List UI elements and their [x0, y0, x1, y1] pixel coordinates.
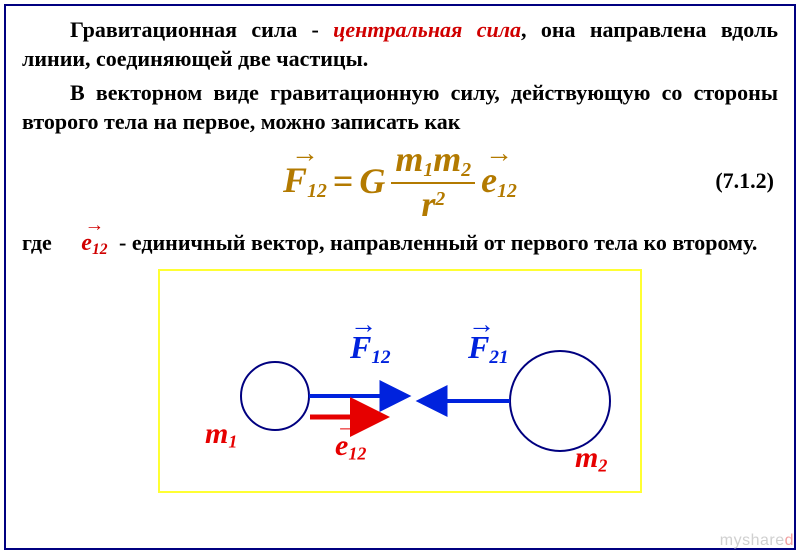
equation-row: F12 = G m1m2 r2 e12 (7.1.2) — [22, 146, 778, 216]
sub-12: 12 — [497, 180, 517, 202]
equation-number: (7.1.2) — [715, 168, 774, 194]
text: - единичный вектор, направленный от перв… — [119, 230, 757, 255]
sym: F — [468, 329, 489, 365]
sub-12: 12 — [307, 180, 327, 202]
vector-e12-inline: e12 — [81, 228, 107, 260]
diagram-svg — [160, 271, 640, 491]
sym: m — [205, 417, 228, 450]
sym: m — [575, 441, 598, 474]
equals-sign: = — [333, 160, 354, 202]
sym-r: r — [421, 184, 435, 224]
sub: 2 — [461, 158, 471, 180]
mass-1-circle — [241, 362, 309, 430]
text: Гравитационная сила - — [70, 17, 333, 42]
sub: 1 — [423, 158, 433, 180]
watermark: myshared — [720, 532, 794, 550]
text-where: где — [22, 230, 52, 255]
sub: 2 — [598, 455, 607, 475]
sym-e: e — [481, 160, 497, 200]
paragraph-2: В векторном виде гравитационную силу, де… — [22, 79, 778, 136]
numerator: m1m2 — [391, 141, 475, 185]
sub: 12 — [348, 443, 366, 463]
label-e12: e12 — [335, 429, 366, 465]
watermark-accent: d — [785, 532, 794, 549]
vector-F12: F12 — [283, 159, 327, 203]
sym-m: m — [433, 139, 461, 179]
formula: F12 = G m1m2 r2 e12 — [283, 141, 517, 223]
sym-m: m — [395, 139, 423, 179]
paragraph-1: Гравитационная сила - центральная сила, … — [22, 16, 778, 73]
sym: F — [350, 329, 371, 365]
paragraph-where: где e12 - единичный вектор, направленный… — [22, 228, 778, 260]
sym-G: G — [359, 160, 385, 202]
denominator: r2 — [421, 184, 445, 222]
sub: 1 — [228, 431, 237, 451]
watermark-text: myshare — [720, 532, 785, 549]
mass-2-circle — [510, 351, 610, 451]
highlight-term: центральная сила — [333, 17, 521, 42]
diagram: F12 F21 e12 m1 m2 — [158, 269, 642, 493]
sym-e: e — [81, 230, 92, 256]
sym-F: F — [283, 160, 307, 200]
label-F12: F12 — [350, 329, 391, 369]
sub: 12 — [371, 346, 390, 367]
sym: e — [335, 429, 348, 462]
fraction: m1m2 r2 — [391, 141, 475, 223]
vector-e12: e12 — [481, 159, 517, 203]
label-m2: m2 — [575, 441, 607, 477]
sub: 21 — [489, 346, 508, 367]
slide-frame: Гравитационная сила - центральная сила, … — [4, 4, 796, 550]
sup: 2 — [435, 188, 445, 210]
sub: 12 — [92, 241, 108, 258]
label-m1: m1 — [205, 417, 237, 453]
label-F21: F21 — [468, 329, 509, 369]
